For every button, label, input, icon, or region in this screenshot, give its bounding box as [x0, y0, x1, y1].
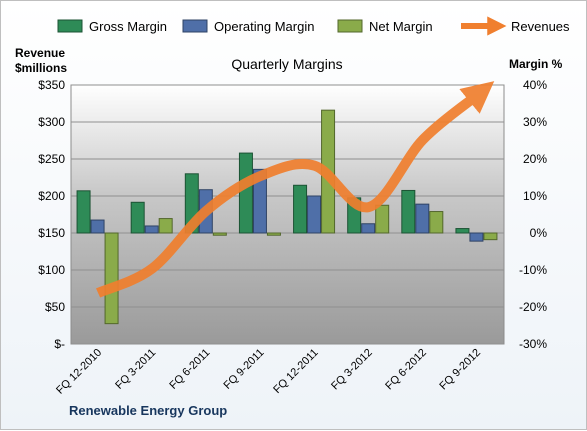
- bar-operating-margin: [469, 232, 484, 242]
- bar-net-margin: [429, 211, 444, 234]
- bar-net-margin: [158, 218, 173, 234]
- right-axis-ticks: -30% -20% -10% 0% 10% 20% 30% 40%: [519, 78, 547, 351]
- x-tick-label: FQ 6-2011: [167, 347, 212, 392]
- left-tick-label: $250: [38, 152, 65, 166]
- bar-gross-margin: [76, 190, 91, 234]
- bar-operating-margin: [415, 203, 430, 234]
- left-tick-label: $150: [38, 226, 65, 240]
- revenue-series: [96, 81, 495, 298]
- legend-label: Revenues: [511, 19, 570, 34]
- bar-gross-margin: [130, 201, 145, 234]
- x-tick-label: FQ 12-2010: [54, 347, 104, 397]
- footer-company: Renewable Energy Group: [69, 403, 227, 418]
- bar-net-margin: [212, 232, 227, 236]
- x-tick-label: FQ 6-2012: [383, 347, 429, 393]
- right-tick-label: 20%: [523, 152, 547, 166]
- right-tick-label: -20%: [519, 300, 547, 314]
- bar-net-margin: [483, 232, 498, 241]
- x-tick-label: FQ 9-2011: [221, 347, 266, 392]
- bar-operating-margin: [361, 223, 376, 234]
- left-axis-title-line1: Revenue: [15, 46, 65, 60]
- revenue-line: [96, 81, 495, 298]
- legend-swatch: [182, 19, 208, 33]
- left-tick-label: $200: [38, 189, 65, 203]
- right-tick-label: 40%: [523, 78, 547, 92]
- legend-label: Gross Margin: [89, 19, 167, 34]
- left-tick-label: $-: [54, 337, 65, 351]
- x-tick-label: FQ 12-2011: [271, 347, 320, 396]
- bar-operating-margin: [144, 225, 159, 234]
- left-tick-label: $100: [38, 263, 65, 277]
- left-axis-ticks: $- $50 $100 $150 $200 $250 $300 $350: [38, 78, 65, 351]
- left-tick-label: $350: [38, 78, 65, 92]
- legend-swatch: [57, 19, 83, 33]
- bar-gross-margin: [238, 152, 253, 234]
- bar-operating-margin: [90, 219, 105, 234]
- bar-series: [76, 109, 498, 325]
- bar-net-margin: [266, 232, 281, 236]
- bar-gross-margin: [293, 184, 308, 234]
- right-tick-label: 30%: [523, 115, 547, 129]
- left-tick-label: $50: [45, 300, 65, 314]
- bar-net-margin: [375, 204, 390, 234]
- chart-title: Quarterly Margins: [231, 56, 342, 72]
- right-tick-label: 10%: [523, 189, 547, 203]
- bar-gross-margin: [455, 228, 470, 234]
- legend-swatch: [337, 19, 363, 33]
- bar-gross-margin: [401, 189, 416, 234]
- bar-net-margin: [104, 232, 119, 325]
- x-tick-label: FQ 3-2011: [113, 347, 158, 392]
- right-tick-label: -10%: [519, 263, 547, 277]
- x-tick-label: FQ 3-2012: [329, 347, 375, 393]
- left-axis-title-line2: $millions: [15, 61, 67, 75]
- right-tick-label: 0%: [530, 226, 548, 240]
- x-axis-ticks: FQ 12-2010 FQ 3-2011 FQ 6-2011 FQ 9-2011 FQ …: [54, 347, 483, 397]
- right-axis-title: Margin %: [509, 57, 563, 71]
- left-tick-label: $300: [38, 115, 65, 129]
- legend: Gross Margin Operating Margin Net Margin Re…: [57, 16, 570, 36]
- legend-label: Operating Margin: [214, 19, 314, 34]
- bar-operating-margin: [252, 168, 267, 234]
- x-tick-label: FQ 9-2012: [437, 347, 483, 393]
- right-tick-label: -30%: [519, 337, 547, 351]
- bar-operating-margin: [307, 195, 322, 234]
- legend-label: Net Margin: [369, 19, 433, 34]
